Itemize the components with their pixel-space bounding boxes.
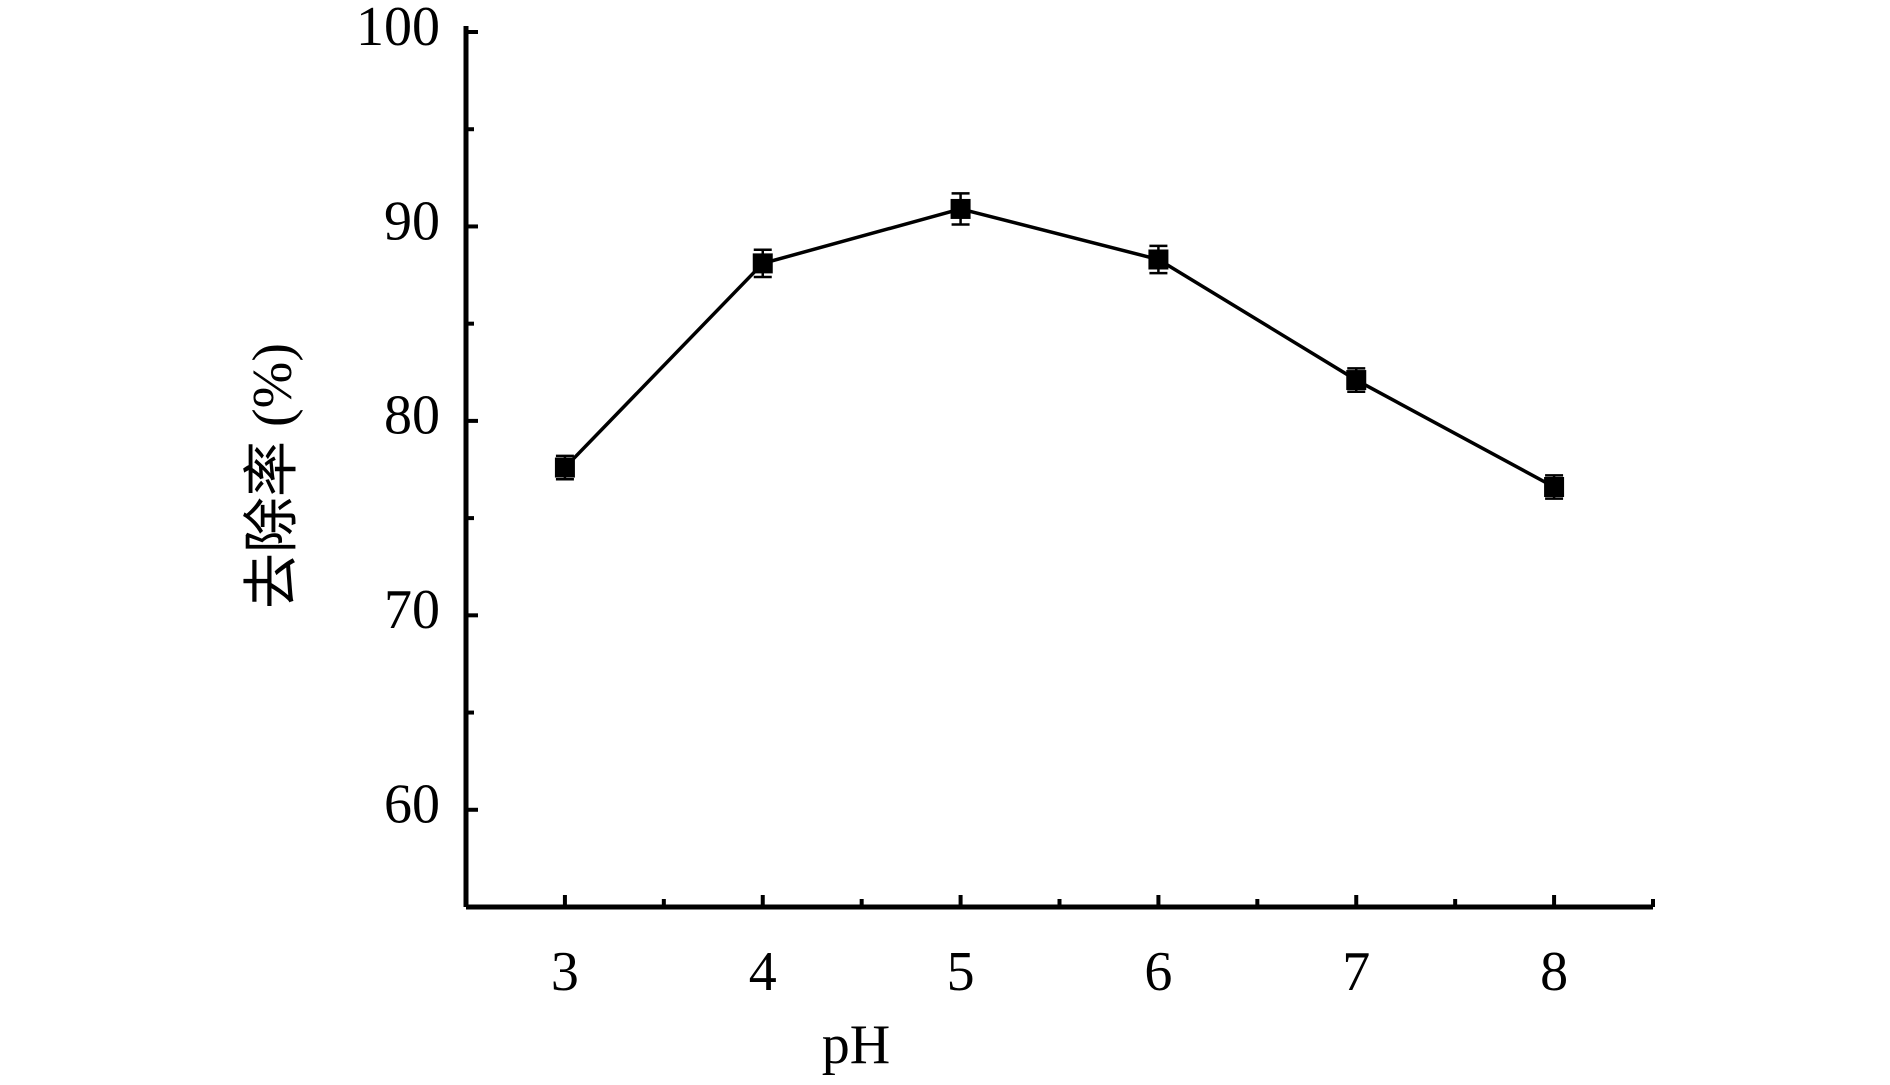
point <box>1346 370 1367 391</box>
x-tick-label: 5 <box>947 941 975 1003</box>
y-tick-label: 90 <box>384 190 440 252</box>
data-line <box>563 207 1555 489</box>
x-axis-label: pH <box>822 1014 890 1076</box>
x-tick-label: 4 <box>749 941 777 1003</box>
y-tick-label: 70 <box>384 579 440 641</box>
x-tick-label: 8 <box>1540 941 1568 1003</box>
y-axis-label: 去除率 (%) <box>242 343 304 609</box>
point <box>1148 249 1169 270</box>
x-tick-label: 6 <box>1144 941 1172 1003</box>
y-tick-label: 100 <box>356 0 440 58</box>
point <box>1544 477 1565 497</box>
y-tick-label: 60 <box>384 774 440 836</box>
point <box>752 253 773 274</box>
point <box>554 457 575 478</box>
x-tick-label: 3 <box>551 941 579 1003</box>
x-tick-label: 7 <box>1342 941 1370 1003</box>
y-tick-label: 80 <box>384 385 440 447</box>
point <box>950 198 971 219</box>
